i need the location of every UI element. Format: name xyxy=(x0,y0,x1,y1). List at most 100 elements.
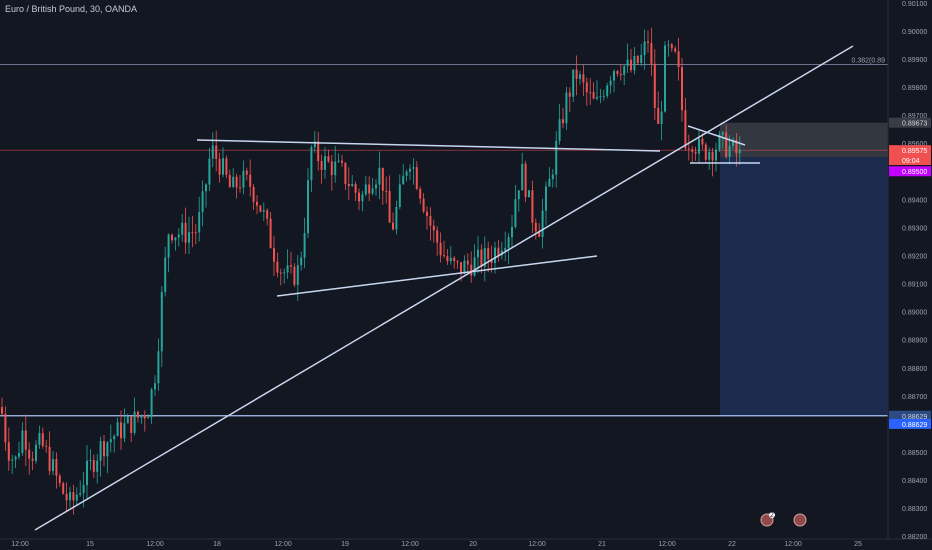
candle xyxy=(704,142,707,163)
candle-body xyxy=(643,41,646,55)
candle xyxy=(160,286,163,367)
candle xyxy=(103,435,105,467)
pennant-upper-line[interactable] xyxy=(687,125,746,146)
candle-body xyxy=(531,190,534,223)
candle-body xyxy=(320,161,323,170)
candle xyxy=(602,89,605,101)
candle-body xyxy=(235,176,238,188)
price-tick-label: 0.89400 xyxy=(902,197,927,204)
candle-body xyxy=(664,45,666,112)
candle xyxy=(62,481,65,495)
candle-body xyxy=(38,433,41,445)
price-tick-label: 0.90100 xyxy=(902,1,927,8)
event-marker-1[interactable]: 2 xyxy=(760,512,775,527)
candle xyxy=(147,414,150,419)
candle-body xyxy=(426,211,428,216)
candle-body xyxy=(228,174,231,188)
candle xyxy=(205,183,207,208)
candle xyxy=(41,427,44,449)
candle xyxy=(65,482,68,512)
candle-body xyxy=(371,188,374,194)
candle xyxy=(79,480,82,497)
candle xyxy=(562,107,564,129)
candle xyxy=(181,213,184,242)
price-tag-label: 0.89500 xyxy=(902,169,927,176)
time-tick-label: 12:00 xyxy=(784,541,802,548)
candle-body xyxy=(211,145,214,159)
candle xyxy=(239,174,241,193)
event-marker-icon xyxy=(793,513,807,527)
candle xyxy=(568,87,571,113)
candle-body xyxy=(670,44,673,49)
candle-body xyxy=(150,389,153,418)
candle xyxy=(657,91,660,125)
candle-body xyxy=(96,460,99,472)
candle-body xyxy=(517,190,520,200)
lower-wedge-line[interactable] xyxy=(276,255,598,297)
candle xyxy=(55,452,58,489)
candle-body xyxy=(283,272,286,274)
candle-body xyxy=(732,139,734,147)
candle xyxy=(215,130,218,172)
candle xyxy=(137,410,139,423)
candle-body xyxy=(252,186,255,202)
candle xyxy=(266,208,269,226)
candle-body xyxy=(276,261,279,273)
candle-body xyxy=(640,54,643,63)
candle-body xyxy=(147,417,150,419)
candle xyxy=(487,241,490,273)
symbol-title[interactable]: Euro / British Pound, 30, OANDA xyxy=(5,4,138,14)
candle-body xyxy=(534,222,537,232)
candle xyxy=(96,454,99,484)
candle-body xyxy=(313,141,316,148)
price-tag-background xyxy=(889,410,931,421)
candle-body xyxy=(82,485,85,494)
candle xyxy=(310,144,313,193)
candle-body xyxy=(636,56,639,63)
price-tag-target_line: 0.88629 xyxy=(889,410,931,421)
candle xyxy=(511,214,513,248)
candle-body xyxy=(317,141,320,162)
candle xyxy=(385,176,388,204)
candle-body xyxy=(528,190,530,198)
candle-body xyxy=(616,71,619,74)
candle xyxy=(334,146,337,183)
candle xyxy=(143,410,146,432)
candle-body xyxy=(436,230,439,243)
candle xyxy=(599,88,602,104)
candlesticks[interactable] xyxy=(1,27,741,515)
candle xyxy=(392,212,394,231)
ascending-trendline[interactable] xyxy=(34,45,854,531)
candle-body xyxy=(133,411,136,433)
candle-body xyxy=(395,206,398,230)
candle-body xyxy=(483,248,486,267)
candle-body xyxy=(619,73,622,75)
candle xyxy=(466,253,469,274)
price-tag-background xyxy=(889,418,931,429)
candle-body xyxy=(259,205,262,212)
time-tick-label: 19 xyxy=(341,541,349,548)
candle-body xyxy=(368,184,371,194)
candle-body xyxy=(599,96,602,98)
candle-body xyxy=(327,156,330,162)
candle xyxy=(361,190,364,212)
candle xyxy=(72,484,75,515)
event-marker-2[interactable] xyxy=(793,513,807,527)
candle xyxy=(517,190,520,212)
candle xyxy=(99,436,102,477)
trendlines[interactable]: 2 xyxy=(34,45,854,531)
candle-body xyxy=(290,265,292,267)
candle-body xyxy=(463,260,466,274)
candle xyxy=(222,147,224,178)
candle xyxy=(283,268,286,284)
candle xyxy=(126,413,129,424)
candle xyxy=(650,27,653,76)
candle xyxy=(616,69,619,77)
candle xyxy=(725,125,728,159)
time-tick-label: 12:00 xyxy=(274,541,292,548)
resistance-line[interactable] xyxy=(196,139,661,152)
candle xyxy=(157,338,160,391)
candle xyxy=(116,417,119,437)
